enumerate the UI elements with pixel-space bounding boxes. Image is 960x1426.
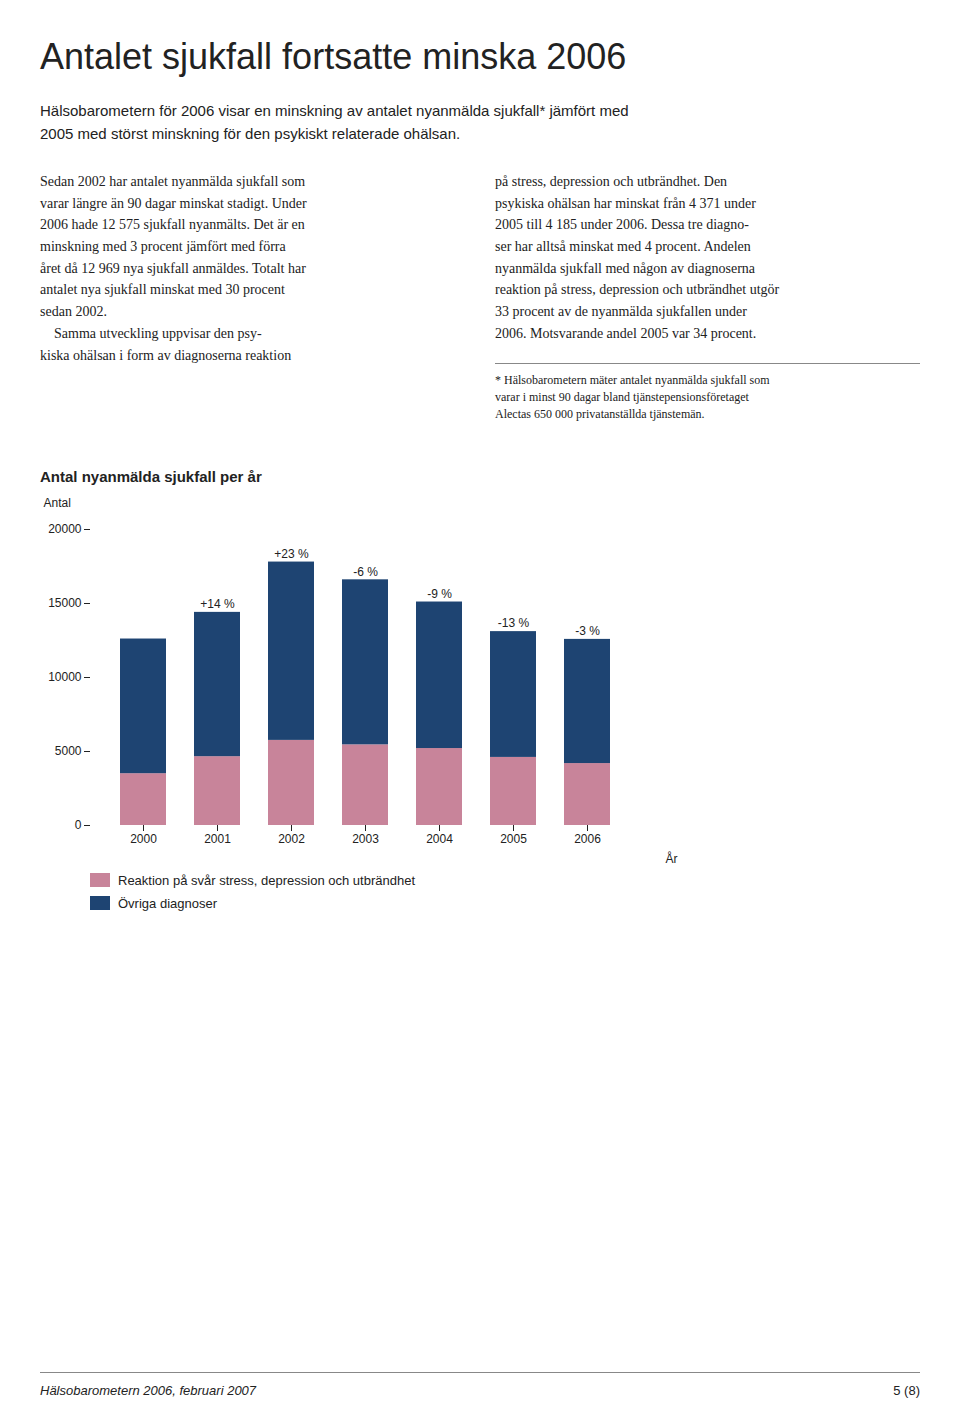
html-text:Hälsobarometern 2006, februari: Hälsobarometern 2006, februari 2007: [40, 1383, 257, 1398]
svg-text:0: 0: [75, 818, 82, 832]
html-text:Övriga diagnoser: Övriga diagnoser: [118, 895, 217, 911]
html-text:på stress, depression och utbr: på stress, depression och utbrändhet. De…: [495, 174, 780, 341]
svg-text:2003: 2003: [352, 832, 379, 846]
svg-text:2001: 2001: [204, 832, 231, 846]
html-text:Antal nyanmälda sjukfall per å: Antal nyanmälda sjukfall per år: [40, 467, 262, 485]
svg-text:Antal: Antal: [44, 496, 71, 510]
svg-text:-6 %: -6 %: [353, 564, 378, 578]
svg-text:+14 %: +14 %: [200, 597, 235, 611]
svg-text:2004: 2004: [426, 832, 453, 846]
svg-text:2002: 2002: [278, 832, 305, 846]
svg-text:20000: 20000: [48, 522, 82, 536]
svg-text:År: År: [666, 850, 678, 865]
svg-text:10000: 10000: [48, 670, 82, 684]
svg-text:-13 %: -13 %: [498, 616, 530, 630]
html-text:* Hälsobarometern mäter antale: * Hälsobarometern mäter antalet nyanmäld…: [495, 372, 770, 422]
html-text:5 (8): 5 (8): [893, 1383, 920, 1398]
html-text:Reaktion på svår stress, depre: Reaktion på svår stress, depression och …: [118, 872, 415, 888]
svg-text:2000: 2000: [130, 832, 157, 846]
svg-text:15000: 15000: [48, 596, 82, 610]
svg-text:-9 %: -9 %: [427, 587, 452, 601]
html-text:Sedan 2002 har antalet nyanmäl: Sedan 2002 har antalet nyanmälda sjukfal…: [40, 174, 307, 363]
svg-text:5000: 5000: [55, 744, 82, 758]
svg-text:2005: 2005: [500, 832, 527, 846]
svg-text:2006: 2006: [574, 832, 601, 846]
html-text:Hälsobarometern för 2006 visar: Hälsobarometern för 2006 visar en minskn…: [40, 102, 629, 142]
svg-text:-3 %: -3 %: [575, 624, 600, 638]
html-text:Antalet sjukfall fortsatte min: Antalet sjukfall fortsatte minska 2006: [40, 36, 627, 77]
svg-text:+23 %: +23 %: [274, 547, 309, 561]
